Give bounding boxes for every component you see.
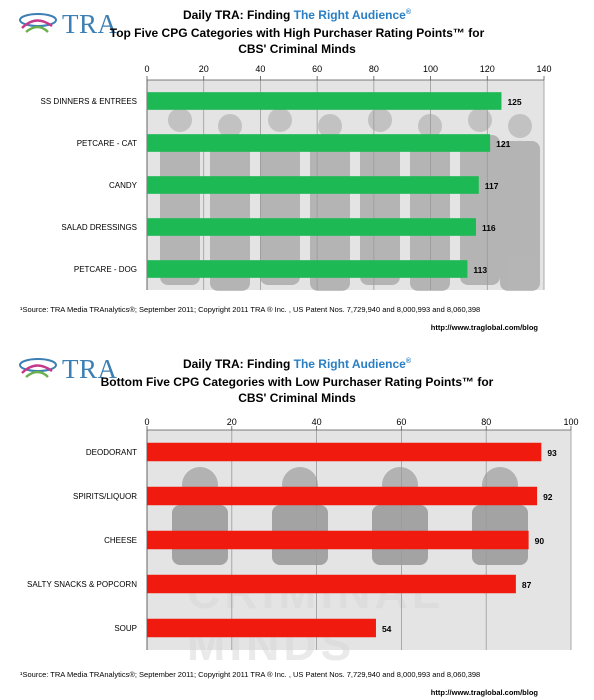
chart-subtitle-line1: Bottom Five CPG Categories with Low Purc… [100,375,494,389]
cast-head-shape [368,108,392,132]
x-tick-label: 0 [144,417,149,427]
logo-wordmark: TRA [62,9,118,39]
x-tick-label: 100 [563,417,578,427]
category-label: SS DINNERS & ENTREES [41,97,137,106]
brand-phrase: The Right Audience [293,8,406,22]
category-label: SOUP [114,624,137,633]
chart-subtitle-line2: CBS' Criminal Minds [238,391,356,405]
cast-head-shape [268,108,292,132]
bottom-bar-chart: CRIMINALMINDS020406080100DEODORANT93SPIR… [27,417,578,670]
data-label: 92 [543,492,553,502]
reg-mark: ® [405,9,412,16]
category-label: DEODORANT [86,448,137,457]
cast-head-shape [468,108,492,132]
x-tick-label: 60 [312,64,322,74]
data-label: 113 [473,265,487,275]
data-label: 125 [507,97,521,107]
cast-body-shape [360,135,400,285]
x-tick-label: 20 [199,64,209,74]
brand-phrase: The Right Audience [293,357,406,371]
reg-mark: ® [405,358,412,365]
chart-subtitle-line2: CBS' Criminal Minds [238,42,356,56]
data-label: 93 [547,448,557,458]
category-label: PETCARE - DOG [74,265,137,274]
data-label: 87 [522,580,532,590]
category-label: SALAD DRESSINGS [61,223,137,232]
cast-body-shape [460,135,500,285]
x-tick-label: 80 [481,417,491,427]
x-tick-label: 60 [396,417,406,427]
chart-subtitle-line1: Top Five CPG Categories with High Purcha… [109,26,485,40]
cast-body-shape [500,141,540,291]
data-label: 117 [485,181,499,191]
bar [147,176,479,194]
category-label: CHEESE [104,536,137,545]
cast-body-shape [260,135,300,285]
x-tick-label: 100 [423,64,438,74]
swoosh-icon [19,358,57,378]
x-tick-label: 40 [312,417,322,427]
bottom-chart-panel: TRA Daily TRA: Finding The Right Audienc… [0,345,594,700]
top-bar-chart: 0 20 40 60 80 100 120 140 SS DINNERS & ENTREES 12… [41,64,552,291]
blog-url[interactable]: http://www.traglobal.com/blog [430,323,538,332]
swoosh-icon [19,13,57,33]
logo-wordmark: TRA [62,354,118,384]
category-label: PETCARE - CAT [77,139,137,148]
data-label: 90 [535,536,545,546]
blog-url[interactable]: http://www.traglobal.com/blog [430,688,538,697]
bar [147,574,516,594]
data-label: 54 [382,624,392,634]
tra-logo: TRA [18,8,117,42]
cast-head-shape [218,114,242,138]
data-label: 116 [482,223,496,233]
bar [147,218,476,236]
bar [147,442,542,462]
bar [147,92,502,110]
top-chart-panel: TRA Daily TRA: Finding The Right Audienc… [0,0,594,345]
cast-head-shape [168,108,192,132]
x-tick-label: 140 [536,64,551,74]
bar [147,486,538,506]
category-label: SPIRITS/LIQUOR [73,492,137,501]
x-tick-label: 0 [144,64,149,74]
category-label: CANDY [109,181,138,190]
x-tick-label: 80 [369,64,379,74]
daily-title: Daily TRA: Finding The Right Audience® [0,357,594,371]
bar [147,134,491,152]
source-footnote: ¹Source: TRA Media TRAnalytics®; Septemb… [20,670,481,679]
x-tick-label: 40 [255,64,265,74]
cast-head-shape [418,114,442,138]
tra-logo: TRA [18,353,117,387]
data-label: 121 [496,139,510,149]
cast-head-shape [318,114,342,138]
x-tick-label: 120 [480,64,495,74]
x-tick-label: 20 [227,417,237,427]
bar [147,618,376,638]
bar [147,260,468,278]
cast-head-shape [508,114,532,138]
bar [147,530,529,550]
daily-prefix: Daily TRA: Finding [182,8,294,22]
cast-body-shape [160,135,200,285]
daily-title: Daily TRA: Finding The Right Audience® [0,8,594,22]
source-footnote: ¹Source: TRA Media TRAnalytics®; Septemb… [20,305,481,314]
daily-prefix: Daily TRA: Finding [182,357,294,371]
category-label: SALTY SNACKS & POPCORN [27,580,137,589]
